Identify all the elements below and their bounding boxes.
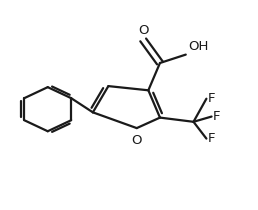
Text: OH: OH	[188, 39, 208, 52]
Text: O: O	[132, 134, 142, 147]
Text: O: O	[138, 24, 148, 37]
Text: F: F	[213, 110, 220, 123]
Text: F: F	[208, 92, 215, 105]
Text: F: F	[208, 132, 215, 145]
